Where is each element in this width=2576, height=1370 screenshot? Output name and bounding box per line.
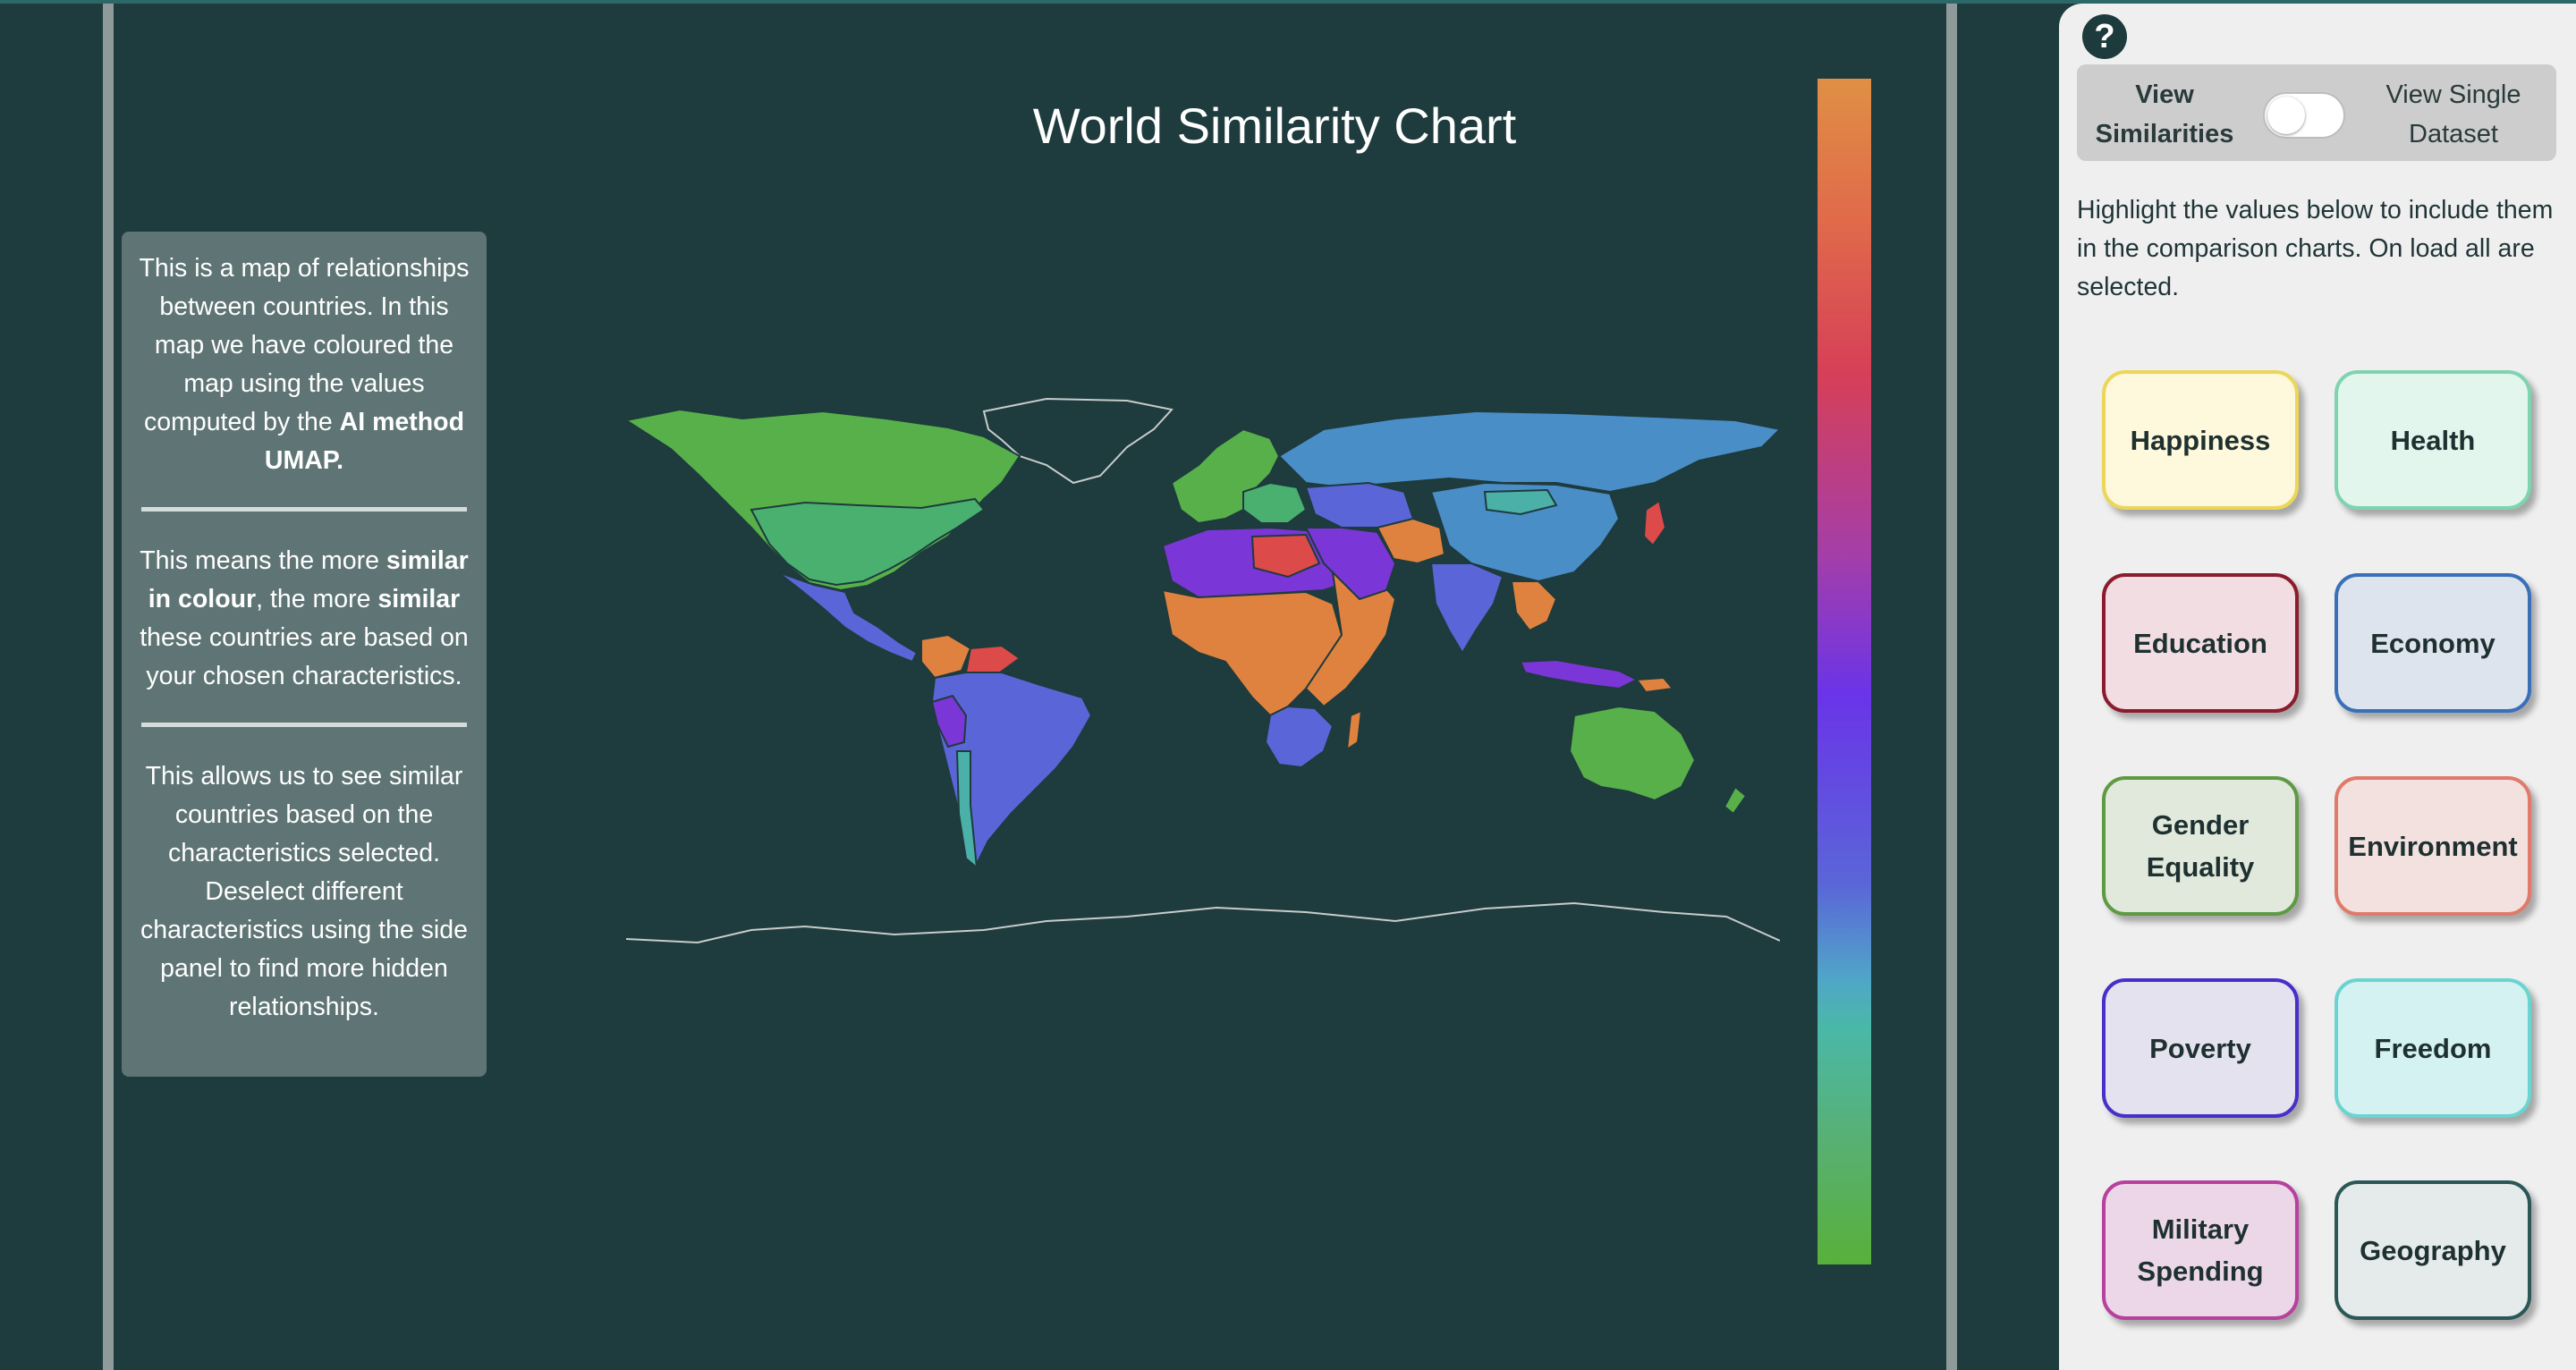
map-region-new-zealand[interactable] <box>1723 785 1748 816</box>
category-happiness-button[interactable]: Happiness <box>2102 370 2299 510</box>
switch-knob[interactable] <box>2267 97 2305 134</box>
map-region-mongolia[interactable] <box>1483 488 1558 516</box>
category-education-button[interactable]: Education <box>2102 573 2299 713</box>
map-region-southeast-asia[interactable] <box>1510 580 1558 632</box>
map-region-colombia[interactable] <box>920 633 972 680</box>
map-region-iran[interactable] <box>1376 517 1446 565</box>
map-region-madagascar[interactable] <box>1345 709 1363 752</box>
view-single-dataset-label[interactable]: View Single Dataset <box>2385 80 2521 148</box>
page-title: World Similarity Chart <box>1032 97 1517 154</box>
map-region-southern-africa[interactable] <box>1264 705 1335 769</box>
info-panel: This is a map of relationships between c… <box>122 232 487 1077</box>
map-region-japan[interactable] <box>1642 499 1667 547</box>
side-panel: ? View Similarities View Single Dataset … <box>2059 4 2576 1370</box>
help-button[interactable]: ? <box>2082 14 2127 59</box>
info-divider <box>141 723 467 727</box>
info-text-umap: This is a map of relationships between c… <box>139 254 470 475</box>
category-economy-button[interactable]: Economy <box>2334 573 2531 713</box>
world-map[interactable] <box>626 393 1780 957</box>
category-environment-button[interactable]: Environment <box>2334 776 2531 916</box>
colour-scale-bar <box>1818 79 1871 1264</box>
map-region-middle-east[interactable] <box>1304 527 1397 601</box>
map-region-china[interactable] <box>1429 481 1621 583</box>
map-region-chile[interactable] <box>955 750 979 870</box>
category-gender-equality-button[interactable]: Gender Equality <box>2102 776 2299 916</box>
map-region-central-america[interactable] <box>777 571 919 664</box>
map-region-central-asia[interactable] <box>1304 481 1415 529</box>
category-health-button[interactable]: Health <box>2334 370 2531 510</box>
question-circle-icon: ? <box>2094 18 2115 55</box>
category-freedom-button[interactable]: Freedom <box>2334 978 2531 1118</box>
map-region-peru[interactable] <box>930 694 968 748</box>
map-region-australia[interactable] <box>1568 705 1697 802</box>
instructions-text: Highlight the values below to include th… <box>2077 196 2554 301</box>
category-military-spending-button[interactable]: Military Spending <box>2102 1180 2299 1320</box>
map-region-usa[interactable] <box>750 497 986 587</box>
map-region-russia[interactable] <box>1277 410 1780 494</box>
view-similarities-label[interactable]: View Similarities <box>2095 80 2234 148</box>
info-divider <box>141 507 467 512</box>
view-mode-toggle-row: View Similarities View Single Dataset <box>2077 64 2556 161</box>
map-region-greenland[interactable] <box>982 397 1174 485</box>
category-poverty-button[interactable]: Poverty <box>2102 978 2299 1118</box>
map-region-eastern-europe[interactable] <box>1242 481 1308 524</box>
map-region-india[interactable] <box>1429 562 1504 655</box>
view-mode-switch[interactable] <box>2263 92 2345 139</box>
map-region-antarctica[interactable] <box>626 901 1780 944</box>
map-region-europe[interactable] <box>1170 427 1281 525</box>
left-divider-bar <box>103 4 114 1370</box>
info-text-similar: This means the more similar in colour, t… <box>140 546 469 690</box>
map-region-libya[interactable] <box>1250 533 1321 579</box>
right-divider-bar <box>1946 4 1957 1370</box>
category-geography-button[interactable]: Geography <box>2334 1180 2531 1320</box>
top-border <box>0 0 2576 4</box>
map-region-papua[interactable] <box>1635 676 1674 694</box>
map-region-indonesia[interactable] <box>1519 658 1640 690</box>
info-text-deselect: This allows us to see similar countries … <box>140 762 468 1021</box>
map-region-venezuela[interactable] <box>964 644 1021 673</box>
